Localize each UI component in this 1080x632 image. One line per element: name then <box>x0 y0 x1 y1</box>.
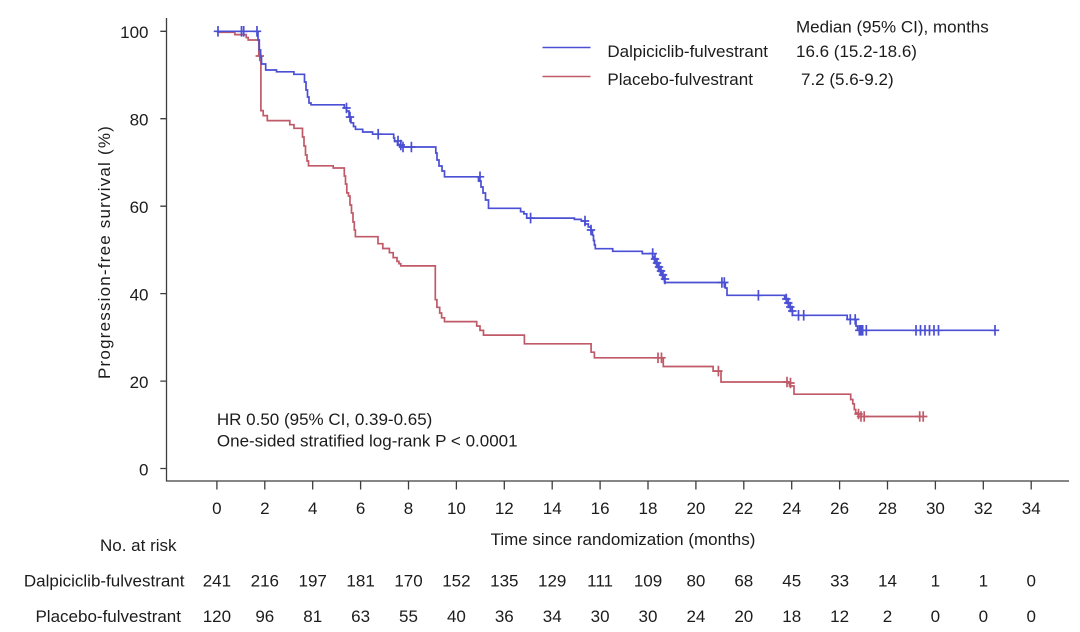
svg-text:181: 181 <box>346 571 374 590</box>
svg-text:81: 81 <box>303 607 322 626</box>
svg-text:Dalpiciclib-fulvestrant: Dalpiciclib-fulvestrant <box>607 42 768 61</box>
svg-text:68: 68 <box>734 571 753 590</box>
svg-text:Dalpiciclib-fulvestrant: Dalpiciclib-fulvestrant <box>24 571 185 590</box>
svg-text:1: 1 <box>979 571 988 590</box>
svg-text:170: 170 <box>394 571 422 590</box>
svg-text:24: 24 <box>782 499 801 518</box>
svg-text:40: 40 <box>130 285 149 304</box>
svg-text:30: 30 <box>591 607 610 626</box>
svg-text:241: 241 <box>203 571 231 590</box>
svg-text:36: 36 <box>495 607 514 626</box>
svg-text:60: 60 <box>130 198 149 217</box>
svg-text:0: 0 <box>931 607 940 626</box>
svg-text:Placebo-fulvestrant: Placebo-fulvestrant <box>35 607 181 626</box>
svg-text:20: 20 <box>734 607 753 626</box>
svg-text:45: 45 <box>782 571 801 590</box>
svg-text:30: 30 <box>926 499 945 518</box>
svg-text:152: 152 <box>442 571 470 590</box>
svg-text:22: 22 <box>734 499 753 518</box>
svg-text:197: 197 <box>299 571 327 590</box>
svg-text:0: 0 <box>1026 571 1035 590</box>
svg-text:16.6 (15.2-18.6): 16.6 (15.2-18.6) <box>796 42 917 61</box>
svg-text:0: 0 <box>212 499 221 518</box>
svg-text:26: 26 <box>830 499 849 518</box>
svg-text:16: 16 <box>591 499 610 518</box>
svg-text:2: 2 <box>883 607 892 626</box>
svg-text:109: 109 <box>634 571 662 590</box>
svg-text:111: 111 <box>587 571 613 590</box>
svg-text:28: 28 <box>878 499 897 518</box>
svg-text:6: 6 <box>356 499 365 518</box>
svg-text:1: 1 <box>931 571 940 590</box>
svg-text:0: 0 <box>1026 607 1035 626</box>
svg-text:Placebo-fulvestrant: Placebo-fulvestrant <box>607 70 753 89</box>
svg-text:24: 24 <box>686 607 705 626</box>
svg-text:10: 10 <box>447 499 466 518</box>
svg-text:2: 2 <box>260 499 269 518</box>
svg-text:32: 32 <box>974 499 993 518</box>
svg-text:Median (95% CI), months: Median (95% CI), months <box>796 18 989 37</box>
svg-text:0: 0 <box>979 607 988 626</box>
svg-text:30: 30 <box>639 607 658 626</box>
svg-text:12: 12 <box>495 499 514 518</box>
svg-text:120: 120 <box>203 607 231 626</box>
svg-text:80: 80 <box>130 111 149 130</box>
svg-text:135: 135 <box>490 571 518 590</box>
svg-text:18: 18 <box>782 607 801 626</box>
svg-text:20: 20 <box>130 373 149 392</box>
svg-text:HR 0.50 (95% CI, 0.39-0.65): HR 0.50 (95% CI, 0.39-0.65) <box>217 410 432 429</box>
svg-text:Progression-free survival (%): Progression-free survival (%) <box>95 125 114 379</box>
svg-text:14: 14 <box>543 499 562 518</box>
svg-text:63: 63 <box>351 607 370 626</box>
svg-text:18: 18 <box>639 499 658 518</box>
svg-text:14: 14 <box>878 571 897 590</box>
svg-text:100: 100 <box>120 23 148 42</box>
svg-text:80: 80 <box>686 571 705 590</box>
svg-text:One-sided stratified log-rank: One-sided stratified log-rank P < 0.0001 <box>217 432 518 451</box>
svg-text:55: 55 <box>399 607 418 626</box>
svg-text:20: 20 <box>686 499 705 518</box>
svg-text:33: 33 <box>830 571 849 590</box>
svg-text:216: 216 <box>251 571 279 590</box>
svg-text:Time since randomization (mont: Time since randomization (months) <box>491 530 756 549</box>
svg-text:129: 129 <box>538 571 566 590</box>
svg-text:0: 0 <box>139 460 148 479</box>
svg-text:34: 34 <box>1022 499 1041 518</box>
svg-text:4: 4 <box>308 499 317 518</box>
svg-text:96: 96 <box>255 607 274 626</box>
svg-text:12: 12 <box>830 607 849 626</box>
svg-text:8: 8 <box>404 499 413 518</box>
svg-text:No. at risk: No. at risk <box>100 536 177 555</box>
svg-text:34: 34 <box>543 607 562 626</box>
svg-text:7.2 (5.6-9.2): 7.2 (5.6-9.2) <box>801 70 894 89</box>
svg-text:40: 40 <box>447 607 466 626</box>
